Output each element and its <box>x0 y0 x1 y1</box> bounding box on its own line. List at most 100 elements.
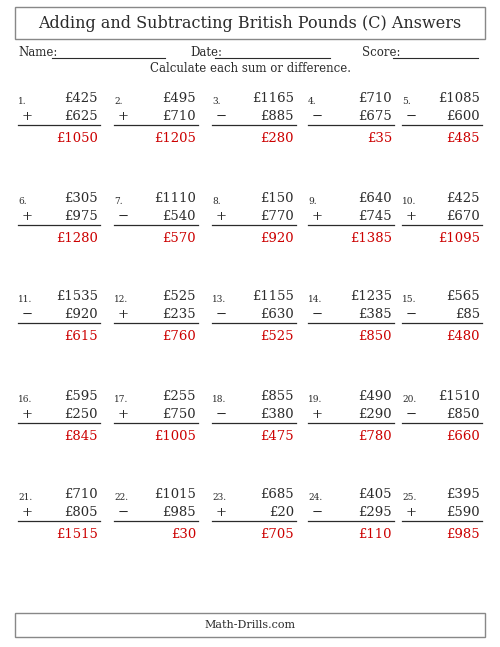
Text: +: + <box>312 408 323 421</box>
Bar <box>15 7 485 39</box>
Text: £290: £290 <box>358 408 392 421</box>
Text: 20.: 20. <box>402 395 416 404</box>
Text: +: + <box>22 109 33 122</box>
Text: −: − <box>406 408 417 421</box>
Text: £475: £475 <box>260 430 294 443</box>
Text: £920: £920 <box>64 307 98 320</box>
Text: £1535: £1535 <box>56 291 98 303</box>
Text: +: + <box>22 505 33 518</box>
Text: £1235: £1235 <box>350 291 392 303</box>
Text: £35: £35 <box>367 131 392 144</box>
Text: −: − <box>22 307 33 320</box>
Text: £885: £885 <box>260 109 294 122</box>
Text: +: + <box>406 210 417 223</box>
Text: £480: £480 <box>446 329 480 342</box>
Text: Score:: Score: <box>362 47 401 60</box>
Text: £805: £805 <box>64 505 98 518</box>
Text: −: − <box>312 505 323 518</box>
Text: −: − <box>216 307 227 320</box>
Text: £305: £305 <box>64 193 98 206</box>
Text: 19.: 19. <box>308 395 322 404</box>
Text: £385: £385 <box>358 307 392 320</box>
Text: £485: £485 <box>446 131 480 144</box>
Text: +: + <box>118 109 129 122</box>
Text: £1095: £1095 <box>438 232 480 245</box>
Text: £850: £850 <box>446 408 480 421</box>
Text: 5.: 5. <box>402 98 411 107</box>
Text: 14.: 14. <box>308 296 322 305</box>
Text: 13.: 13. <box>212 296 226 305</box>
Text: +: + <box>22 408 33 421</box>
Text: £525: £525 <box>162 291 196 303</box>
Text: £525: £525 <box>260 329 294 342</box>
Text: £600: £600 <box>446 109 480 122</box>
Text: Calculate each sum or difference.: Calculate each sum or difference. <box>150 63 350 76</box>
Text: £565: £565 <box>446 291 480 303</box>
Text: £640: £640 <box>358 193 392 206</box>
Text: £540: £540 <box>162 210 196 223</box>
Text: Date:: Date: <box>190 47 222 60</box>
Text: £845: £845 <box>64 430 98 443</box>
Text: Adding and Subtracting British Pounds (C) Answers: Adding and Subtracting British Pounds (C… <box>38 14 462 32</box>
Text: £20: £20 <box>269 505 294 518</box>
Text: 7.: 7. <box>114 197 122 206</box>
Text: £30: £30 <box>171 527 196 540</box>
Text: £975: £975 <box>64 210 98 223</box>
Text: −: − <box>216 408 227 421</box>
Text: £1280: £1280 <box>56 232 98 245</box>
Text: £1385: £1385 <box>350 232 392 245</box>
Text: 25.: 25. <box>402 494 416 503</box>
Text: £760: £760 <box>162 329 196 342</box>
Text: 16.: 16. <box>18 395 32 404</box>
Text: £490: £490 <box>358 391 392 404</box>
Text: 23.: 23. <box>212 494 226 503</box>
Text: £780: £780 <box>358 430 392 443</box>
Text: £425: £425 <box>64 93 98 105</box>
Text: 22.: 22. <box>114 494 128 503</box>
Text: 9.: 9. <box>308 197 316 206</box>
Text: Name:: Name: <box>18 47 58 60</box>
Text: +: + <box>216 505 227 518</box>
Text: 2.: 2. <box>114 98 122 107</box>
Text: £1510: £1510 <box>438 391 480 404</box>
Text: −: − <box>118 210 129 223</box>
Text: £235: £235 <box>162 307 196 320</box>
Text: +: + <box>312 210 323 223</box>
Text: −: − <box>312 307 323 320</box>
Text: £675: £675 <box>358 109 392 122</box>
Text: 1.: 1. <box>18 98 26 107</box>
Text: 8.: 8. <box>212 197 220 206</box>
Text: 11.: 11. <box>18 296 32 305</box>
Text: −: − <box>118 505 129 518</box>
Text: £1085: £1085 <box>438 93 480 105</box>
Text: −: − <box>406 109 417 122</box>
Text: 17.: 17. <box>114 395 128 404</box>
Text: £615: £615 <box>64 329 98 342</box>
Text: 4.: 4. <box>308 98 316 107</box>
Text: £1005: £1005 <box>154 430 196 443</box>
Text: £660: £660 <box>446 430 480 443</box>
Text: £380: £380 <box>260 408 294 421</box>
Text: −: − <box>312 109 323 122</box>
Text: £595: £595 <box>64 391 98 404</box>
Text: 3.: 3. <box>212 98 220 107</box>
Text: 18.: 18. <box>212 395 226 404</box>
Text: −: − <box>406 307 417 320</box>
Text: £625: £625 <box>64 109 98 122</box>
Text: 6.: 6. <box>18 197 26 206</box>
Text: £250: £250 <box>64 408 98 421</box>
Text: £495: £495 <box>162 93 196 105</box>
Text: £710: £710 <box>64 488 98 501</box>
Text: 10.: 10. <box>402 197 416 206</box>
Text: £630: £630 <box>260 307 294 320</box>
Text: £985: £985 <box>446 527 480 540</box>
Text: +: + <box>216 210 227 223</box>
Text: 15.: 15. <box>402 296 416 305</box>
Text: +: + <box>118 408 129 421</box>
Text: £745: £745 <box>358 210 392 223</box>
Text: £405: £405 <box>358 488 392 501</box>
Text: £1205: £1205 <box>154 131 196 144</box>
Text: £590: £590 <box>446 505 480 518</box>
Text: £570: £570 <box>162 232 196 245</box>
Text: 12.: 12. <box>114 296 128 305</box>
